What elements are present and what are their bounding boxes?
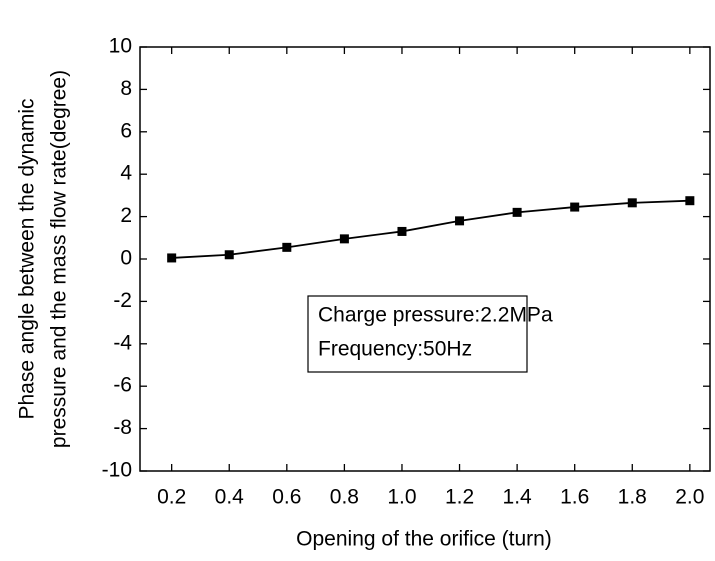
y-axis-label: pressure and the mass flow rate(degree): [48, 70, 71, 448]
x-tick-label: 1.8: [618, 486, 647, 509]
x-tick-label: 1.4: [503, 486, 533, 509]
point: [397, 226, 407, 236]
y-tick-label: 10: [109, 35, 132, 58]
y-tick-label: -6: [113, 374, 132, 397]
x-tick-label: 2.0: [675, 486, 704, 509]
point: [627, 198, 637, 208]
x-tick-label: 1.2: [445, 486, 474, 509]
y-tick-label: 4: [120, 162, 132, 185]
y-tick-label: -8: [113, 416, 132, 439]
x-tick-label: 1.6: [560, 486, 589, 509]
annotation: Frequency:50Hz: [318, 338, 472, 361]
x-tick-label: 0.2: [157, 486, 186, 509]
annotation: Charge pressure:2.2MPa: [318, 304, 553, 327]
point: [455, 216, 465, 226]
point: [224, 250, 234, 260]
annotation-box: [307, 295, 528, 373]
point: [685, 196, 695, 206]
y-tick-label: -10: [102, 459, 132, 482]
y-tick-label: -2: [113, 289, 132, 312]
point: [570, 202, 580, 212]
point: [512, 207, 522, 217]
y-tick-label: 0: [120, 247, 132, 270]
y-tick-label: 8: [120, 77, 132, 100]
y-tick-label: 6: [120, 119, 132, 142]
y-tick-label: 2: [120, 204, 132, 227]
x-axis-label: Opening of the orifice (turn): [296, 528, 552, 551]
series-line: [171, 199, 690, 259]
x-tick-label: 0.6: [272, 486, 301, 509]
point: [282, 242, 292, 252]
y-tick-label: -4: [113, 331, 132, 354]
x-tick-label: 0.4: [215, 486, 245, 509]
y-axis-label: Phase angle between the dynamic: [16, 98, 39, 419]
x-tick-label: 1.0: [387, 486, 416, 509]
x-tick-label: 0.8: [330, 486, 359, 509]
point: [339, 234, 349, 244]
point: [167, 253, 177, 263]
